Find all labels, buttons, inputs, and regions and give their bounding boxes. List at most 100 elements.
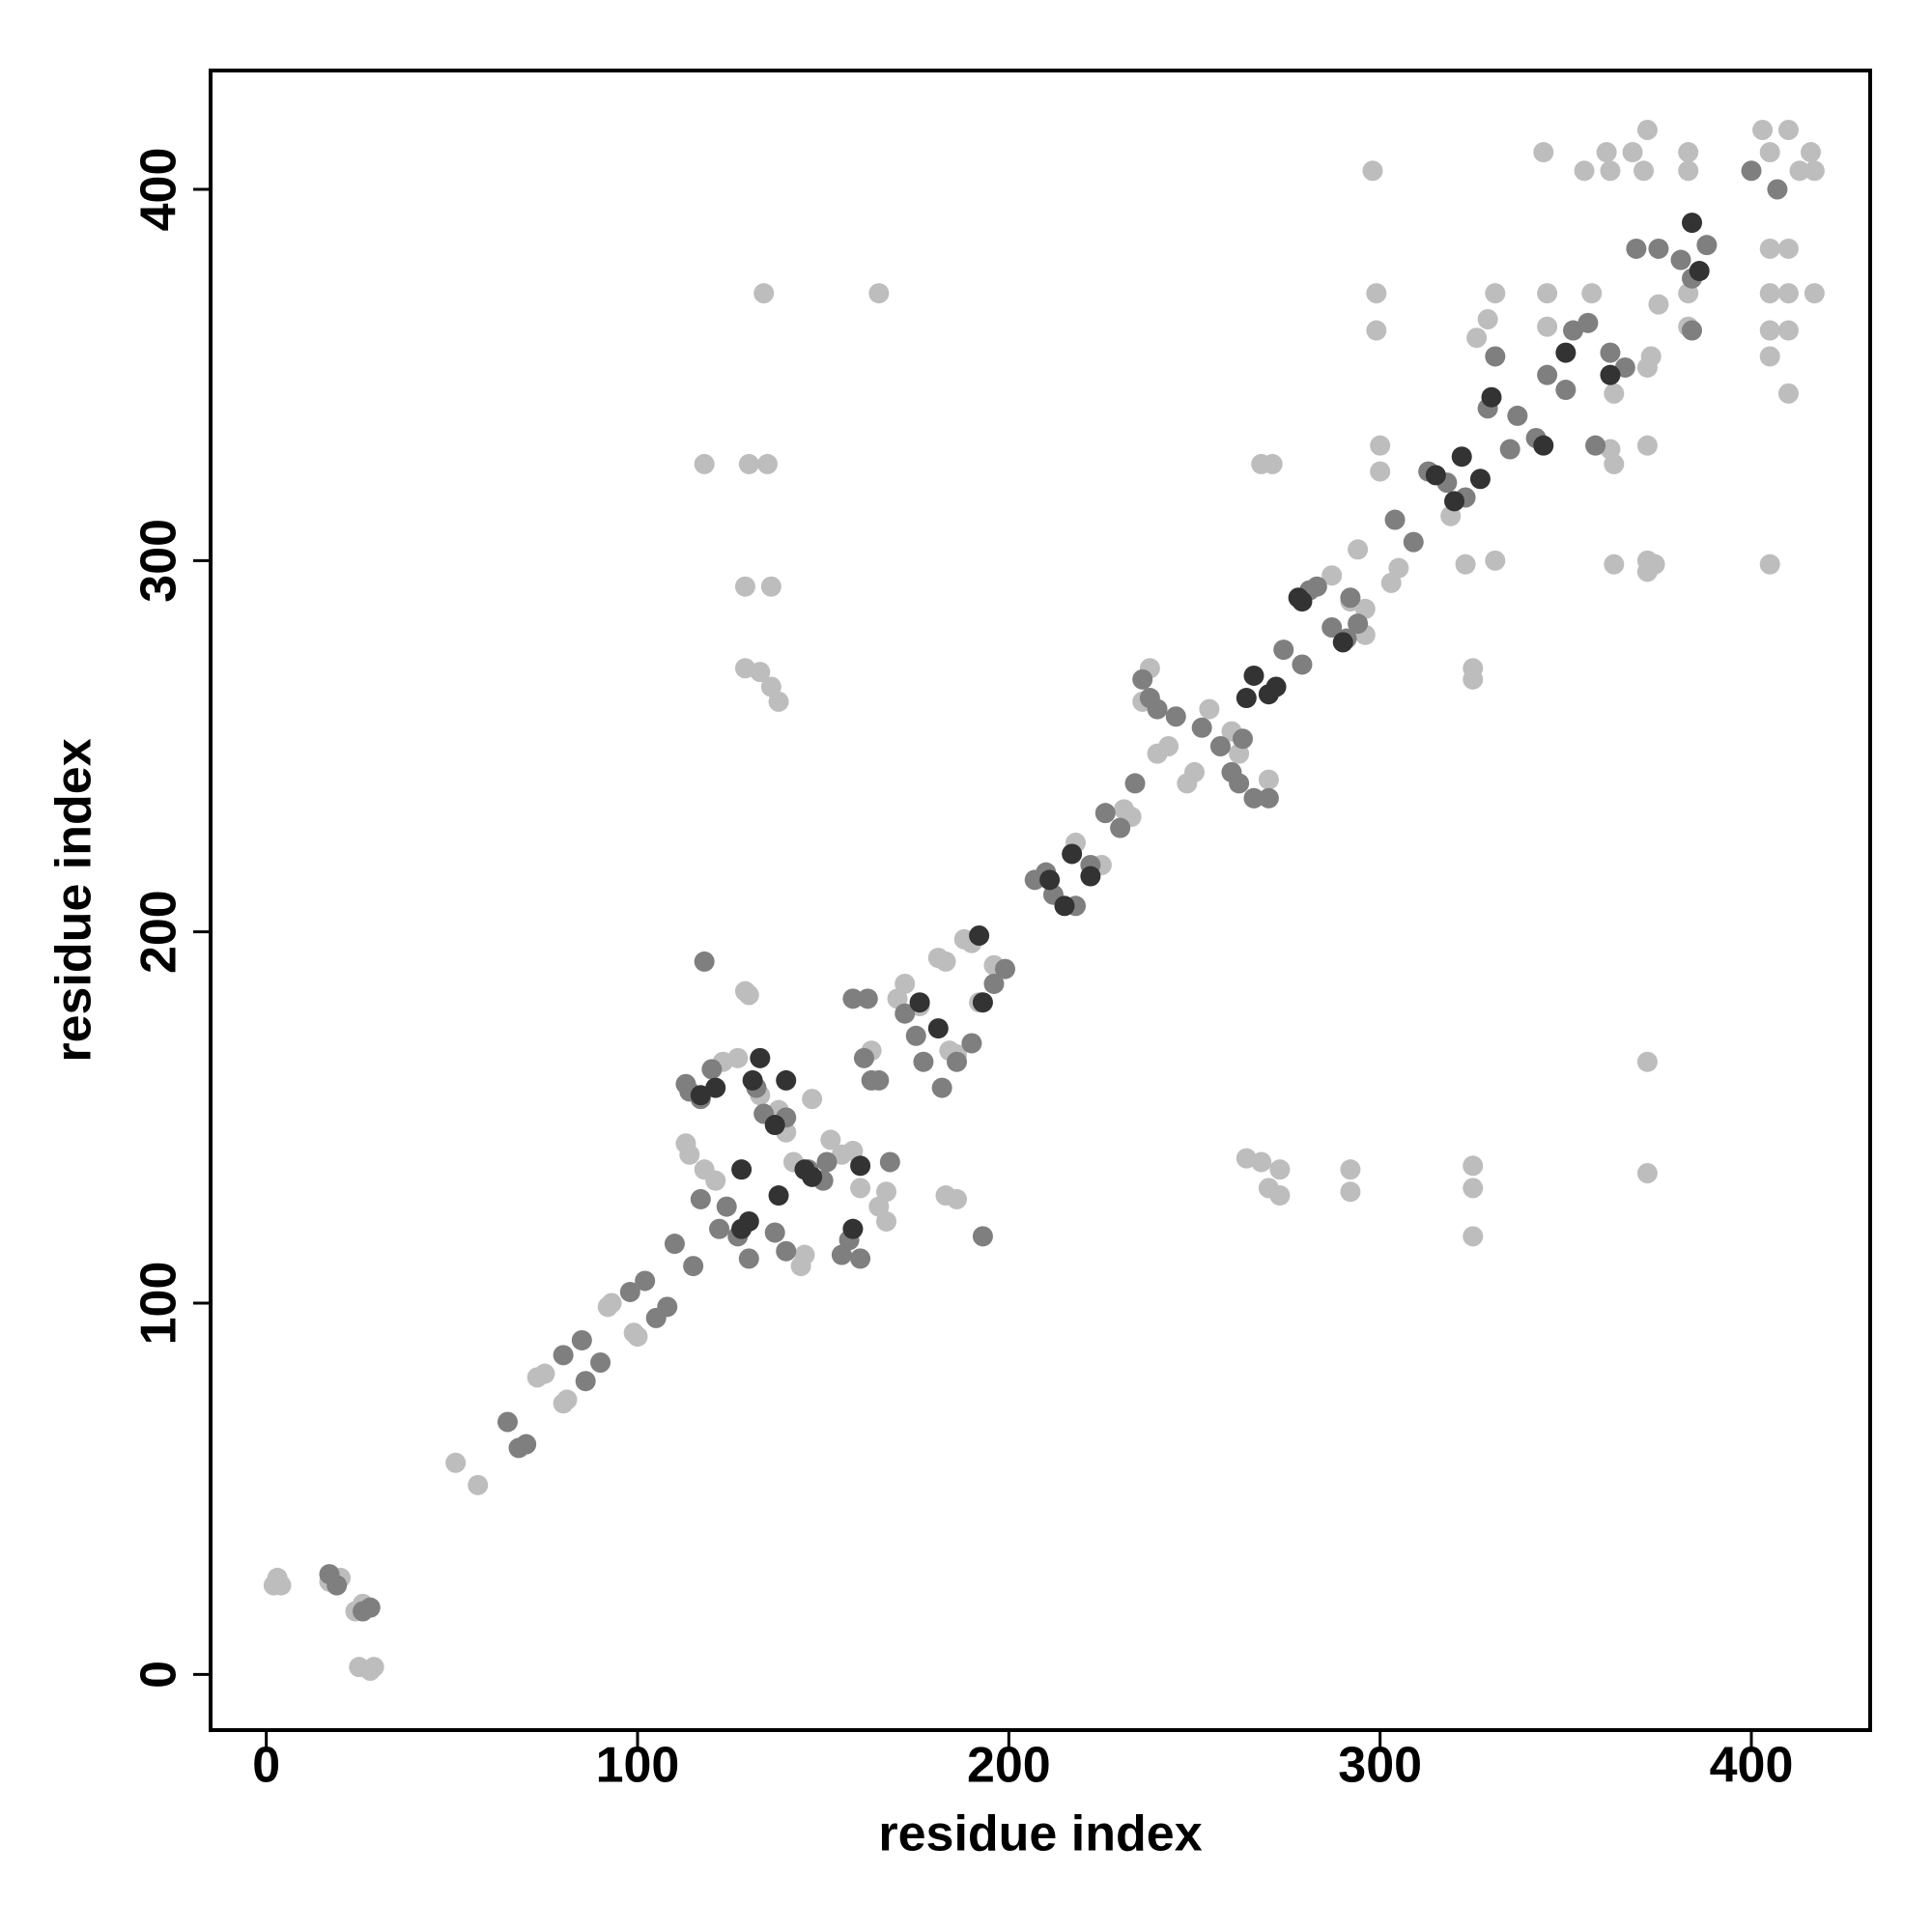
point bbox=[363, 1657, 384, 1678]
point bbox=[1062, 843, 1083, 865]
point bbox=[1463, 1178, 1484, 1199]
point bbox=[1533, 435, 1554, 456]
point bbox=[1292, 654, 1313, 675]
point bbox=[1243, 665, 1264, 686]
point bbox=[802, 1166, 823, 1187]
point bbox=[1600, 160, 1621, 182]
point bbox=[1636, 356, 1658, 378]
point bbox=[1759, 283, 1780, 304]
point bbox=[1499, 439, 1520, 460]
point bbox=[1348, 539, 1369, 560]
point bbox=[1533, 142, 1554, 163]
point bbox=[961, 1033, 982, 1054]
point bbox=[972, 1226, 993, 1247]
point bbox=[664, 1234, 685, 1255]
point bbox=[927, 1018, 949, 1039]
point bbox=[1485, 346, 1506, 367]
point bbox=[694, 951, 715, 972]
point bbox=[683, 1256, 704, 1277]
point bbox=[1801, 142, 1822, 163]
point bbox=[1759, 554, 1780, 575]
point bbox=[794, 1244, 815, 1265]
point bbox=[1332, 632, 1353, 653]
y-tick-label: 200 bbox=[131, 890, 187, 974]
point bbox=[571, 1329, 592, 1350]
point bbox=[768, 1185, 789, 1207]
point bbox=[764, 1115, 785, 1136]
point bbox=[1388, 557, 1409, 579]
point bbox=[1555, 380, 1577, 401]
point bbox=[1604, 453, 1625, 474]
point bbox=[1124, 773, 1146, 794]
point bbox=[1403, 531, 1424, 553]
plot-frame bbox=[209, 69, 1872, 1732]
point bbox=[1537, 364, 1558, 385]
point bbox=[1273, 639, 1294, 661]
point bbox=[905, 1025, 926, 1046]
point bbox=[1678, 142, 1699, 163]
point bbox=[1269, 1185, 1291, 1207]
point bbox=[1636, 1162, 1658, 1183]
point bbox=[875, 1210, 896, 1232]
point bbox=[1485, 550, 1506, 571]
point bbox=[857, 988, 878, 1009]
point bbox=[750, 662, 771, 683]
point bbox=[1191, 717, 1212, 738]
point bbox=[1306, 576, 1327, 597]
point bbox=[1209, 735, 1231, 756]
point bbox=[757, 453, 779, 474]
point bbox=[1444, 491, 1465, 512]
point bbox=[742, 1069, 763, 1091]
point bbox=[657, 1296, 678, 1318]
point bbox=[1425, 465, 1446, 486]
point bbox=[1759, 238, 1780, 259]
point bbox=[1039, 869, 1061, 891]
point bbox=[969, 925, 990, 947]
point bbox=[1094, 803, 1116, 824]
point bbox=[868, 283, 890, 304]
point bbox=[931, 1077, 952, 1098]
point bbox=[760, 576, 781, 597]
point bbox=[590, 1352, 611, 1374]
point bbox=[627, 1326, 648, 1348]
point bbox=[1600, 364, 1621, 385]
point bbox=[1777, 238, 1799, 259]
point bbox=[1622, 142, 1643, 163]
point bbox=[842, 988, 864, 1009]
point bbox=[1232, 728, 1253, 750]
point bbox=[635, 1270, 656, 1292]
point bbox=[709, 1218, 730, 1239]
point bbox=[935, 951, 956, 972]
point bbox=[842, 1218, 864, 1239]
point bbox=[1759, 320, 1780, 341]
point bbox=[1678, 160, 1699, 182]
point bbox=[1340, 1159, 1361, 1180]
point bbox=[1348, 613, 1369, 635]
point bbox=[1577, 312, 1599, 333]
point bbox=[516, 1434, 537, 1455]
point bbox=[679, 1144, 700, 1165]
point bbox=[1670, 249, 1691, 270]
point bbox=[1648, 238, 1669, 259]
point bbox=[1165, 706, 1186, 727]
point bbox=[1251, 1151, 1272, 1173]
point bbox=[497, 1411, 518, 1433]
point bbox=[802, 1089, 823, 1110]
point bbox=[1243, 787, 1264, 809]
point bbox=[879, 1151, 900, 1173]
point bbox=[1265, 676, 1287, 697]
point bbox=[1132, 668, 1153, 690]
point bbox=[1292, 591, 1313, 612]
point bbox=[705, 1077, 726, 1098]
point bbox=[1596, 142, 1617, 163]
point bbox=[1184, 761, 1206, 782]
point bbox=[1236, 688, 1257, 709]
point bbox=[727, 1047, 749, 1068]
point bbox=[816, 1151, 838, 1173]
point bbox=[1537, 283, 1558, 304]
point bbox=[1555, 342, 1577, 363]
point bbox=[556, 1389, 578, 1410]
x-tick-label: 100 bbox=[596, 1738, 680, 1794]
point bbox=[1384, 509, 1406, 530]
